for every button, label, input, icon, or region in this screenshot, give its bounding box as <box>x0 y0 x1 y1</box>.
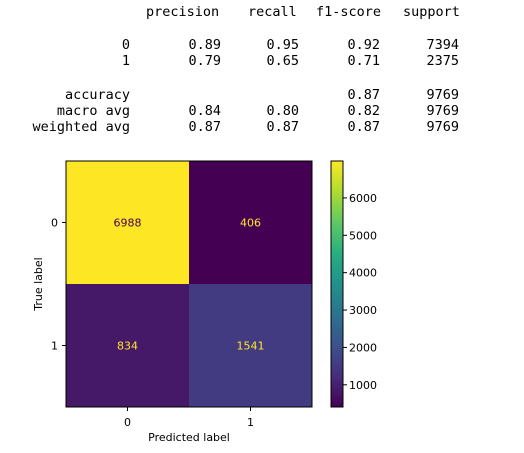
confusion-matrix-chart: 6988 406 834 1541 0 1 0 1 Predicted label True… <box>0 150 524 453</box>
colorbar-tick-label-4000: 4000 <box>349 267 377 280</box>
heatmap-cells <box>66 161 312 407</box>
cell-value-1-1: 1541 <box>237 340 265 353</box>
row-precision: 0.87 <box>188 119 221 135</box>
row-recall: 0.80 <box>266 103 299 119</box>
row-label: weighted avg <box>32 119 130 135</box>
colorbar-tick-label-2000: 2000 <box>349 341 377 354</box>
header-f1-score: f1-score <box>316 4 381 20</box>
row-precision: 0.89 <box>188 37 221 53</box>
header-support: support <box>403 4 460 20</box>
cell-value-0-1: 406 <box>240 217 261 230</box>
row-support: 9769 <box>426 103 459 119</box>
header-precision: precision <box>146 4 219 20</box>
y-tick-label-0: 0 <box>51 217 58 230</box>
row-f1: 0.87 <box>347 87 380 103</box>
row-f1: 0.82 <box>347 103 380 119</box>
row-label: macro avg <box>57 103 130 119</box>
row-recall: 0.87 <box>266 119 299 135</box>
x-tick-label-1: 1 <box>247 416 254 429</box>
colorbar-ticks: 1000 2000 3000 4000 5000 6000 <box>343 192 377 392</box>
row-recall: 0.65 <box>266 53 299 69</box>
row-support: 2375 <box>426 53 459 69</box>
row-label: 1 <box>122 53 130 69</box>
y-axis-label: True label <box>32 257 45 311</box>
row-label: 0 <box>122 37 130 53</box>
row-support: 9769 <box>426 119 459 135</box>
x-tick-label-0: 0 <box>124 416 131 429</box>
row-recall: 0.95 <box>266 37 299 53</box>
y-tick-label-1: 1 <box>51 340 58 353</box>
header-recall: recall <box>248 4 297 20</box>
row-label: accuracy <box>65 87 130 103</box>
row-f1: 0.87 <box>347 119 380 135</box>
cell-value-1-0: 834 <box>117 340 138 353</box>
colorbar-tick-label-3000: 3000 <box>349 304 377 317</box>
colorbar-tick-label-1000: 1000 <box>349 379 377 392</box>
row-precision: 0.84 <box>188 103 221 119</box>
row-support: 9769 <box>426 87 459 103</box>
colorbar <box>331 161 343 407</box>
colorbar-tick-label-6000: 6000 <box>349 192 377 205</box>
cell-value-0-0: 6988 <box>114 217 142 230</box>
colorbar-tick-label-5000: 5000 <box>349 229 377 242</box>
row-f1: 0.71 <box>347 53 380 69</box>
row-precision: 0.79 <box>188 53 221 69</box>
row-support: 7394 <box>426 37 459 53</box>
x-axis-label: Predicted label <box>148 431 230 444</box>
row-f1: 0.92 <box>347 37 380 53</box>
classification-report: precision recall f1-score support 0 0.89… <box>0 0 524 150</box>
